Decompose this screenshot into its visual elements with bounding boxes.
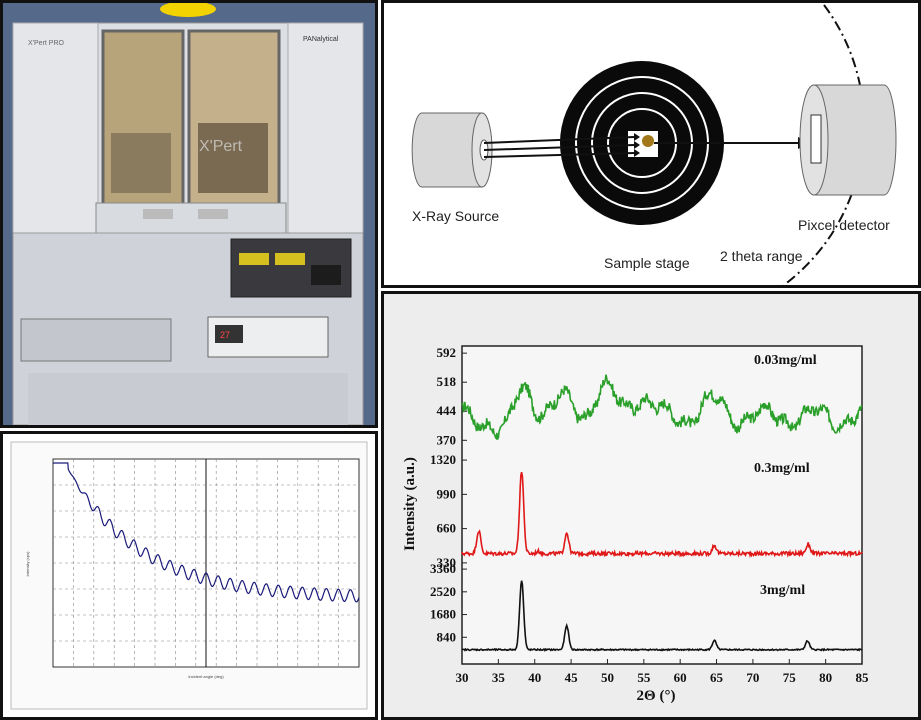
- x-tick-label-6: 60: [674, 670, 687, 685]
- series-label-1: 0.3mg/ml: [754, 461, 810, 476]
- y-tick-label-2-3: 3360: [430, 561, 456, 576]
- x-tick-label-4: 50: [601, 670, 614, 685]
- x-tick-label-8: 70: [746, 670, 759, 685]
- detector-label: Pixcel detector: [798, 217, 890, 233]
- diffractometer-illustration: X'Pert PRO PANalytical X'Pert 27: [3, 3, 375, 425]
- y-tick-label-1-3: 1320: [430, 452, 456, 467]
- y-tick-label-0-1: 444: [437, 403, 457, 418]
- x-tick-label-7: 65: [710, 670, 724, 685]
- y-tick-label-2-0: 840: [437, 629, 457, 644]
- x-tick-label-2: 40: [528, 670, 541, 685]
- y-tick-label-2-2: 2520: [430, 584, 456, 599]
- xrd-patterns-chart: 30 35 40 45 50 55 60 65 70 75 80 85 370 444 518 592 330 6…: [381, 291, 921, 720]
- x-tick-label-10: 80: [819, 670, 832, 685]
- y-tick-label-0-2: 518: [437, 374, 457, 389]
- series-label-0: 0.03mg/ml: [754, 353, 817, 368]
- series-line-2: [461, 580, 863, 652]
- y-tick-label-1-0: 330: [437, 555, 457, 570]
- reflectivity-curve: [53, 462, 360, 603]
- display-value: 27: [220, 330, 230, 340]
- xrd-y-axis-label: Intensity (a.u.): [402, 457, 418, 551]
- y-tick-label-0-0: 370: [437, 432, 457, 447]
- xrd-chart-svg: 30 35 40 45 50 55 60 65 70 75 80 85 370 444 518 592 330 6…: [384, 294, 918, 717]
- reflectivity-ylabel: Intensity (cps): [25, 551, 30, 577]
- instrument-photo: X'Pert PRO PANalytical X'Pert 27: [0, 0, 378, 428]
- model-label: X'Pert PRO: [28, 40, 65, 47]
- two-theta-arc: [783, 4, 865, 285]
- series-line-0: [461, 374, 863, 441]
- x-tick-label-9: 75: [783, 670, 797, 685]
- x-tick-label-0: 30: [456, 670, 469, 685]
- source-label: X-Ray Source: [412, 208, 499, 224]
- stage-label: Sample stage: [604, 255, 690, 271]
- y-tick-label-0-3: 592: [437, 345, 457, 360]
- sample-icon: [642, 135, 654, 147]
- window-logo: X'Pert: [199, 138, 243, 155]
- xrd-plot-area: [461, 345, 863, 665]
- reflectivity-xlabel: Incident angle (deg): [188, 674, 224, 679]
- y-tick-label-2-1: 1680: [430, 607, 456, 622]
- xrd-x-axis-label: 2Θ (°): [637, 688, 676, 704]
- reflectivity-plot: Incident angle (deg) Intensity (cps): [3, 434, 375, 717]
- series-label-2: 3mg/ml: [760, 583, 805, 598]
- x-tick-label-1: 35: [492, 670, 506, 685]
- y-tick-label-1-2: 990: [437, 486, 457, 501]
- range-label: 2 theta range: [720, 248, 803, 264]
- series-line-1: [461, 472, 863, 559]
- x-tick-label-11: 85: [856, 670, 870, 685]
- xrd-schematic: X-Ray Source Sample stage Pixcel detecto…: [381, 0, 921, 288]
- reflectivity-plot-screenshot: Incident angle (deg) Intensity (cps): [0, 431, 378, 720]
- x-tick-label-3: 45: [565, 670, 579, 685]
- schematic-drawing: X-Ray Source Sample stage Pixcel detecto…: [384, 3, 918, 285]
- detector-window: [810, 114, 822, 164]
- y-tick-label-1-1: 660: [437, 521, 457, 536]
- x-tick-label-5: 55: [637, 670, 651, 685]
- instrument-display: [215, 325, 243, 343]
- brand-label: PANalytical: [303, 36, 339, 43]
